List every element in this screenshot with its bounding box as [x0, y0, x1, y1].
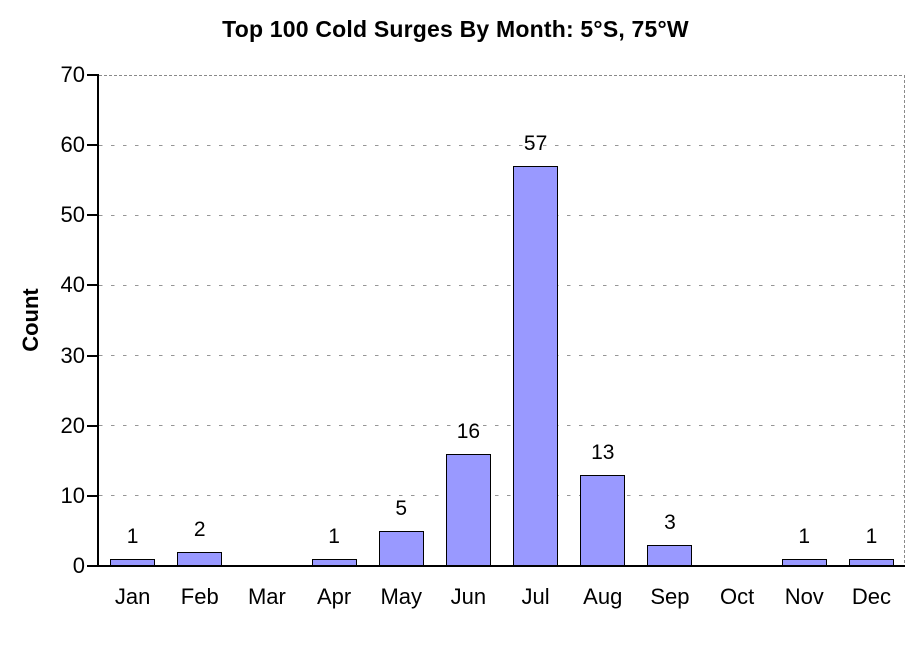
- gridline-y-50: [99, 214, 905, 216]
- bar-value-label-jul: 57: [523, 132, 548, 156]
- plot-border-right: [904, 75, 905, 566]
- x-tick-label-jan: Jan: [114, 584, 151, 609]
- gridline-y-20: [99, 425, 905, 427]
- x-axis-line: [87, 565, 905, 567]
- bar-value-label-dec: 1: [865, 524, 878, 548]
- bar-value-label-apr: 1: [328, 524, 340, 548]
- bar-dec: [848, 558, 894, 566]
- bar-aug: [580, 474, 626, 566]
- gridline-y-30: [99, 355, 905, 357]
- y-tick-label: 50: [60, 202, 85, 228]
- gridline-y-10: [99, 495, 905, 497]
- y-axis-tick: [87, 424, 99, 427]
- plot-border-top: [99, 74, 905, 76]
- bar-may: [378, 530, 424, 566]
- y-axis-tick: [87, 284, 99, 287]
- x-tick-label-sep: Sep: [650, 584, 690, 609]
- y-axis-tick: [87, 494, 99, 497]
- gridline-y-60: [99, 144, 905, 146]
- y-axis-tick: [87, 74, 99, 76]
- y-tick-label: 10: [60, 482, 85, 508]
- x-tick-label-jun: Jun: [450, 584, 487, 609]
- y-axis-tick: [87, 214, 99, 217]
- x-tick-label-oct: Oct: [719, 584, 755, 609]
- bar-feb: [177, 551, 223, 566]
- bar-jul: [513, 166, 559, 566]
- y-tick-label: 70: [60, 62, 85, 87]
- y-axis-tick: [87, 354, 99, 357]
- y-axis-line: [97, 75, 99, 567]
- y-tick-label: 0: [72, 553, 85, 578]
- x-tick-label-jul: Jul: [521, 584, 550, 609]
- bar-apr: [311, 558, 357, 566]
- bar-value-label-jun: 16: [456, 419, 481, 443]
- x-tick-label-mar: Mar: [247, 584, 286, 609]
- bar-value-label-sep: 3: [664, 510, 676, 534]
- y-tick-label: 40: [60, 272, 85, 298]
- bar-nov: [781, 558, 827, 566]
- x-tick-label-feb: Feb: [180, 584, 219, 609]
- bar-value-label-feb: 2: [193, 517, 206, 541]
- x-tick-label-apr: Apr: [316, 584, 352, 609]
- bar-jun: [445, 453, 491, 566]
- y-tick-label: 30: [60, 342, 85, 368]
- bar-value-label-nov: 1: [798, 524, 811, 548]
- bar-value-label-jan: 1: [126, 524, 139, 548]
- y-tick-label: 20: [60, 412, 85, 438]
- chart-title: Top 100 Cold Surges By Month: 5°S, 75°W: [222, 16, 689, 42]
- gridline-y-40: [99, 284, 905, 286]
- bar-jan: [110, 558, 156, 566]
- bar-value-label-aug: 13: [591, 440, 615, 464]
- bar-value-label-may: 5: [395, 496, 408, 520]
- bar-sep: [647, 544, 693, 566]
- x-tick-label-may: May: [380, 584, 423, 609]
- x-tick-label-dec: Dec: [851, 584, 891, 609]
- x-tick-label-nov: Nov: [784, 584, 824, 609]
- x-tick-label-aug: Aug: [583, 584, 623, 609]
- y-axis-tick: [87, 144, 99, 147]
- y-tick-label: 60: [60, 132, 85, 158]
